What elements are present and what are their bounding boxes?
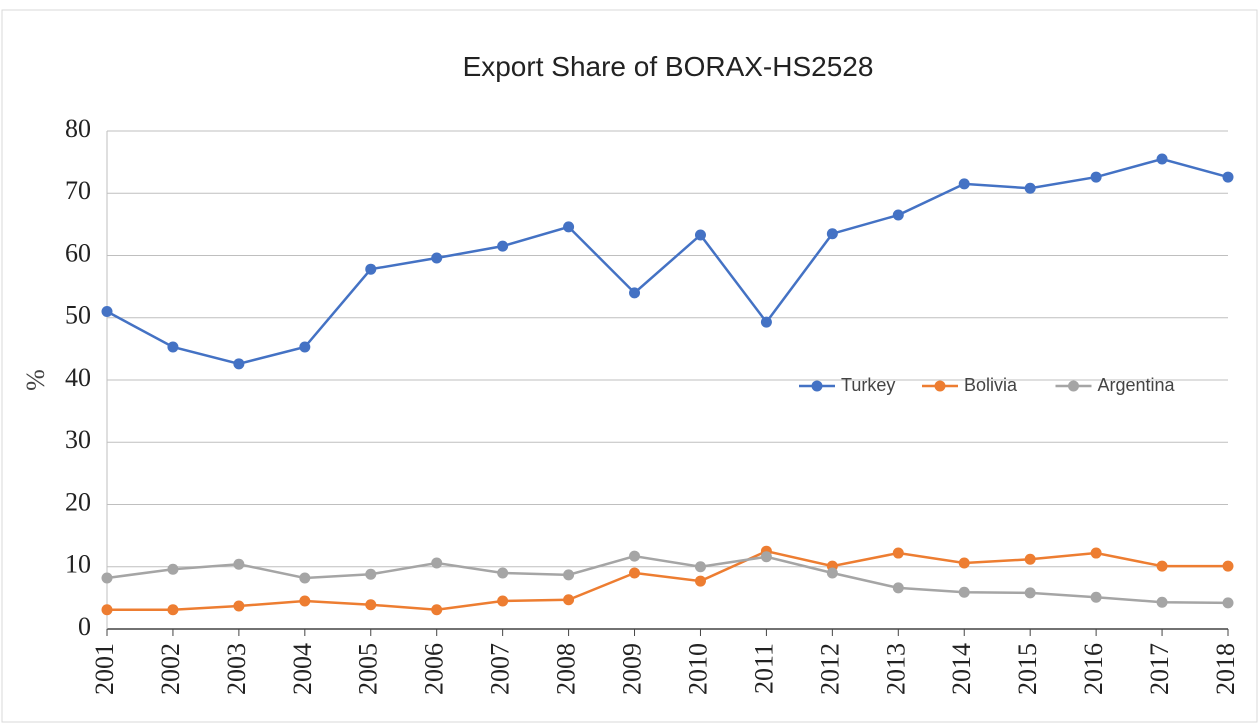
data-point xyxy=(892,209,904,221)
data-point xyxy=(563,221,575,233)
y-tick-label: 60 xyxy=(65,238,91,267)
x-tick-label: 2011 xyxy=(749,643,778,694)
x-tick-label: 2015 xyxy=(1013,643,1042,695)
data-point xyxy=(629,550,641,562)
data-point xyxy=(233,600,245,612)
data-point xyxy=(431,252,443,264)
data-point xyxy=(497,595,509,607)
x-tick-label: 2002 xyxy=(156,643,185,695)
data-point xyxy=(1222,171,1234,183)
y-tick-label: 10 xyxy=(65,550,91,579)
data-point xyxy=(1090,547,1102,559)
x-tick-label: 2009 xyxy=(617,643,646,695)
y-tick-label: 0 xyxy=(78,612,91,641)
series-line xyxy=(107,549,1228,611)
data-point xyxy=(299,341,311,353)
data-point xyxy=(1156,153,1168,165)
data-point xyxy=(431,604,443,616)
data-point xyxy=(958,178,970,190)
data-point xyxy=(760,316,772,328)
data-point xyxy=(101,306,113,318)
data-point xyxy=(1222,560,1234,572)
data-point xyxy=(694,575,706,587)
x-tick-label: 2013 xyxy=(881,643,910,695)
data-point xyxy=(629,287,641,299)
data-point xyxy=(1156,596,1168,608)
data-point xyxy=(826,228,838,240)
data-point xyxy=(167,604,179,616)
data-point xyxy=(497,240,509,252)
data-point xyxy=(101,604,113,616)
y-tick-label: 80 xyxy=(65,114,91,143)
data-point xyxy=(365,599,377,611)
x-tick-label: 2003 xyxy=(222,643,251,695)
y-tick-label: 30 xyxy=(65,425,91,454)
data-point xyxy=(892,582,904,594)
data-point xyxy=(694,561,706,573)
x-tick-label: 2016 xyxy=(1079,643,1108,695)
data-point xyxy=(629,567,641,579)
y-tick-label: 70 xyxy=(65,176,91,205)
data-point xyxy=(1024,553,1036,565)
data-point xyxy=(497,567,509,579)
data-point xyxy=(167,563,179,575)
data-point xyxy=(694,229,706,241)
data-point xyxy=(299,595,311,607)
data-point xyxy=(958,557,970,569)
chart-title: Export Share of BORAX-HS2528 xyxy=(463,51,874,82)
data-point xyxy=(760,551,772,563)
x-tick-label: 2001 xyxy=(90,643,119,695)
data-point xyxy=(958,586,970,598)
data-point xyxy=(892,547,904,559)
x-tick-label: 2008 xyxy=(552,643,581,695)
data-point xyxy=(365,568,377,580)
x-tick-label: 2006 xyxy=(420,643,449,695)
legend-marker xyxy=(811,380,823,392)
x-tick-label: 2010 xyxy=(683,643,712,695)
x-tick-label: 2004 xyxy=(288,643,317,695)
y-tick-label: 40 xyxy=(65,363,91,392)
y-tick-label: 50 xyxy=(65,301,91,330)
x-tick-label: 2017 xyxy=(1145,643,1174,695)
data-point xyxy=(1156,560,1168,572)
data-point xyxy=(365,263,377,275)
y-axis-label: % xyxy=(21,369,50,391)
data-point xyxy=(1024,587,1036,599)
legend-marker xyxy=(1068,380,1079,392)
data-point xyxy=(431,557,443,569)
data-point xyxy=(1090,591,1102,603)
data-point xyxy=(101,572,113,584)
series-line xyxy=(106,554,1229,605)
legend-label: Bolivia xyxy=(964,375,1018,395)
data-point xyxy=(1024,182,1036,194)
x-tick-label: 2007 xyxy=(486,643,515,695)
x-tick-label: 2012 xyxy=(815,643,844,695)
data-point xyxy=(233,358,245,370)
legend-label: Turkey xyxy=(841,375,895,395)
data-point xyxy=(233,558,245,570)
data-point xyxy=(1222,597,1234,609)
legend-marker xyxy=(934,380,946,392)
data-point xyxy=(826,567,838,579)
x-tick-label: 2014 xyxy=(947,643,976,695)
data-point xyxy=(167,341,179,353)
x-tick-label: 2005 xyxy=(354,643,383,695)
data-point xyxy=(299,572,311,584)
legend-label: Argentina xyxy=(1098,375,1176,395)
data-point xyxy=(563,569,575,581)
x-tick-label: 2018 xyxy=(1211,643,1240,695)
data-point xyxy=(1090,171,1102,183)
y-tick-label: 20 xyxy=(65,487,91,516)
series-line xyxy=(106,157,1229,366)
chart-border xyxy=(1,9,1258,723)
data-point xyxy=(563,594,575,606)
